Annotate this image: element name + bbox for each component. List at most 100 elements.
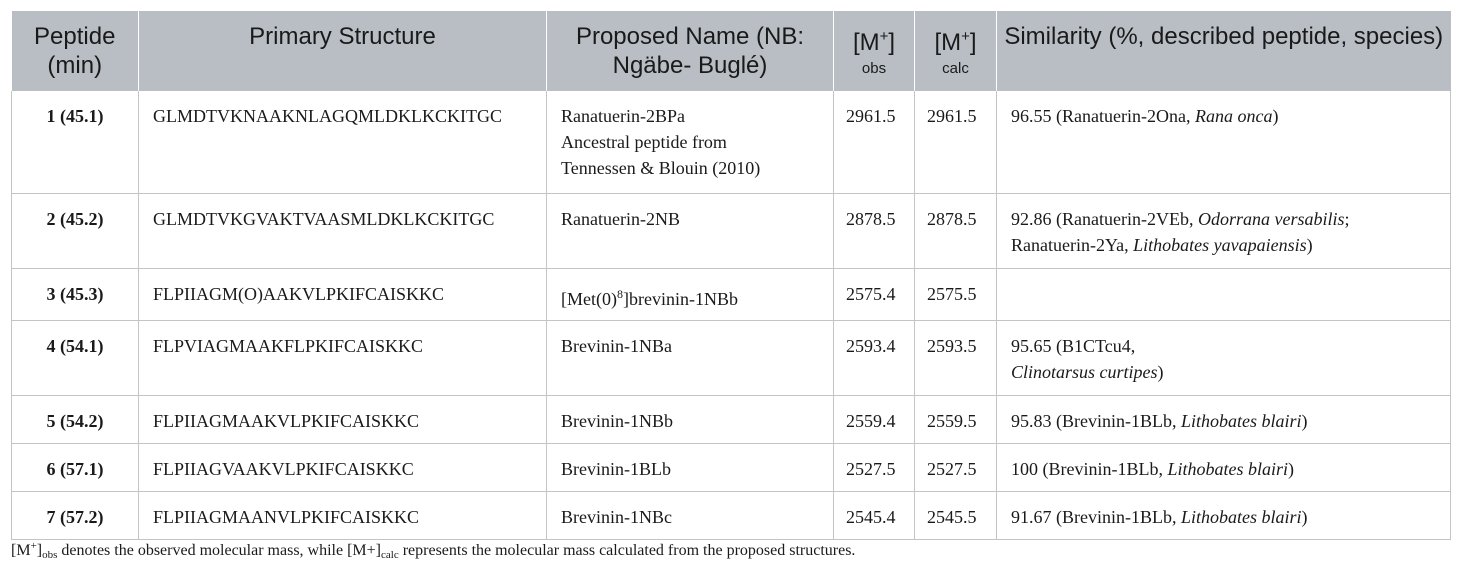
cell-primary-structure: FLPVIAGMAAKFLPKIFCAISKKC (138, 320, 547, 396)
cell-primary-structure: FLPIIAGMAANVLPKIFCAISKKC (138, 491, 547, 540)
table-header-row: Peptide (min) Primary Structure Proposed… (11, 11, 1451, 91)
species-name: Lithobates blairi (1180, 410, 1302, 431)
cell-mass-calculated: 2575.5 (914, 268, 997, 321)
header-calc-main: [M (934, 29, 962, 56)
cell-primary-structure: FLPIIAGVAAKVLPKIFCAISKKC (138, 443, 547, 492)
cell-primary-structure: GLMDTVKNAAKNLAGQMLDKLKCKITGC (138, 91, 547, 194)
cell-mass-observed: 2878.5 (833, 193, 915, 269)
header-primary-structure: Primary Structure (138, 11, 547, 91)
sim-text: 91.67 (Brevinin-1BLb, (1011, 506, 1181, 527)
header-mass-calculated: [M+] calc (914, 11, 997, 91)
cell-mass-calculated: 2961.5 (914, 91, 997, 194)
species-name: Odorrana versabilis (1197, 208, 1345, 229)
header-similarity: Similarity (%, described peptide, specie… (996, 11, 1451, 91)
sim-line: 92.86 (Ranatuerin-2VEb, Odorrana versabi… (1011, 206, 1438, 232)
cell-mass-calculated: 2878.5 (914, 193, 997, 269)
header-obs-close: ] (888, 29, 896, 56)
sim-text: ) (1301, 410, 1308, 431)
cell-peptide: 2 (45.2) (11, 193, 139, 269)
peptide-table-container: Peptide (min) Primary Structure Proposed… (11, 11, 1451, 540)
cell-mass-calculated: 2559.5 (914, 395, 997, 444)
cell-proposed-name: Ranatuerin-2BPa Ancestral peptide from T… (546, 91, 834, 194)
header-calc-sup: + (961, 28, 970, 45)
sim-text: ) (1306, 234, 1313, 255)
cell-mass-observed: 2559.4 (833, 395, 915, 444)
cell-proposed-name: Brevinin-1BLb (546, 443, 834, 492)
sim-text: ) (1288, 458, 1294, 479)
header-mass-observed: [M+] obs (833, 11, 915, 91)
cell-proposed-name: Ranatuerin-2NB (546, 193, 834, 269)
cell-similarity: 95.65 (B1CTcu4, Clinotarsus curtipes) (996, 320, 1451, 396)
sim-text: Ranatuerin-2Ya, (1011, 234, 1134, 255)
cell-peptide: 1 (45.1) (11, 91, 139, 194)
sim-text: 100 (Brevinin-1BLb, (1011, 458, 1168, 479)
header-calc-sub: calc (942, 60, 969, 77)
cell-mass-calculated: 2593.5 (914, 320, 997, 396)
cell-mass-observed: 2961.5 (833, 91, 915, 194)
sim-line: Clinotarsus curtipes) (1011, 359, 1438, 385)
species-name: Rana onca (1194, 106, 1273, 126)
footnote-subscript: calc (381, 549, 399, 561)
sim-text: ; (1344, 208, 1350, 229)
header-peptide: Peptide (min) (11, 11, 139, 91)
footnote-text: [M (11, 542, 31, 559)
sim-text: ) (1301, 506, 1308, 527)
cell-similarity: 100 (Brevinin-1BLb, Lithobates blairi) (996, 443, 1451, 492)
cell-peptide: 7 (57.2) (11, 491, 139, 540)
cell-peptide: 5 (54.2) (11, 395, 139, 444)
cell-similarity (996, 268, 1451, 321)
sim-text: 95.83 (Brevinin-1BLb, (1011, 410, 1181, 431)
cell-primary-structure: GLMDTVKGVAKTVAASMLDKLKCKITGC (138, 193, 547, 269)
table-row: 3 (45.3) FLPIIAGM(O)AAKVLPKIFCAISKKC [Me… (11, 268, 1451, 321)
cell-mass-calculated: 2545.5 (914, 491, 997, 540)
table-row: 6 (57.1) FLPIIAGVAAKVLPKIFCAISKKC Brevin… (11, 443, 1451, 492)
table-row: 4 (54.1) FLPVIAGMAAKFLPKIFCAISKKC Brevin… (11, 320, 1451, 396)
header-calc-close: ] (969, 29, 977, 56)
footnote-subscript: obs (42, 549, 58, 561)
cell-peptide: 6 (57.1) (11, 443, 139, 492)
footnote-superscript: + (30, 540, 37, 552)
species-name: Lithobates blairi (1167, 458, 1288, 479)
cell-proposed-name: [Met(0)8]brevinin-1NBb (546, 268, 834, 321)
peptide-table: Peptide (min) Primary Structure Proposed… (11, 11, 1451, 540)
sim-line: 95.65 (B1CTcu4, (1011, 335, 1136, 356)
cell-mass-observed: 2575.4 (833, 268, 915, 321)
table-footnote: [M+]obs denotes the observed molecular m… (11, 540, 855, 561)
cell-mass-observed: 2593.4 (833, 320, 915, 396)
footnote-text: represents the molecular mass calculated… (398, 542, 856, 559)
table-row: 5 (54.2) FLPIIAGMAAKVLPKIFCAISKKC Brevin… (11, 395, 1451, 444)
name-post: ]brevinin-1NBb (622, 288, 738, 309)
header-obs-sub: obs (861, 60, 887, 77)
cell-similarity: 91.67 (Brevinin-1BLb, Lithobates blairi) (996, 491, 1451, 540)
cell-mass-observed: 2545.4 (833, 491, 915, 540)
sim-text: 92.86 (Ranatuerin-2VEb, (1011, 208, 1198, 229)
table-row: 1 (45.1) GLMDTVKNAAKNLAGQMLDKLKCKITGC Ra… (11, 91, 1451, 194)
table-row: 2 (45.2) GLMDTVKGVAKTVAASMLDKLKCKITGC Ra… (11, 193, 1451, 269)
name-line: Tennessen & Blouin (2010) (561, 158, 761, 178)
cell-mass-calculated: 2527.5 (914, 443, 997, 492)
cell-peptide: 4 (54.1) (11, 320, 139, 396)
header-obs-sup: + (879, 28, 889, 45)
cell-primary-structure: FLPIIAGM(O)AAKVLPKIFCAISKKC (138, 268, 547, 321)
footnote-text: denotes the observed molecular mass, whi… (57, 542, 381, 559)
footnote-text: ] (36, 542, 43, 559)
header-obs-main: [M (852, 29, 880, 56)
cell-proposed-name: Brevinin-1NBb (546, 395, 834, 444)
cell-similarity: 92.86 (Ranatuerin-2VEb, Odorrana versabi… (996, 193, 1451, 269)
cell-similarity: 96.55 (Ranatuerin-2Ona, Rana onca) (996, 91, 1451, 194)
sim-line: Ranatuerin-2Ya, Lithobates yavapaiensis) (1011, 232, 1438, 258)
sim-text: 96.55 (Ranatuerin-2Ona, (1011, 106, 1195, 126)
species-name: Lithobates blairi (1180, 506, 1302, 527)
name-superscript: 8 (616, 286, 623, 301)
sim-text: ) (1272, 106, 1279, 126)
cell-mass-observed: 2527.5 (833, 443, 915, 492)
table-row: 7 (57.2) FLPIIAGMAANVLPKIFCAISKKC Brevin… (11, 491, 1451, 540)
species-name: Clinotarsus curtipes (1011, 361, 1158, 382)
cell-primary-structure: FLPIIAGMAAKVLPKIFCAISKKC (138, 395, 547, 444)
cell-similarity: 95.83 (Brevinin-1BLb, Lithobates blairi) (996, 395, 1451, 444)
cell-peptide: 3 (45.3) (11, 268, 139, 321)
sim-text: ) (1157, 361, 1164, 382)
name-line: Ancestral peptide from (561, 132, 727, 152)
name-line: Ranatuerin-2BPa (561, 106, 685, 126)
header-proposed-name: Proposed Name (NB: Ngäbe- Buglé) (546, 11, 834, 91)
